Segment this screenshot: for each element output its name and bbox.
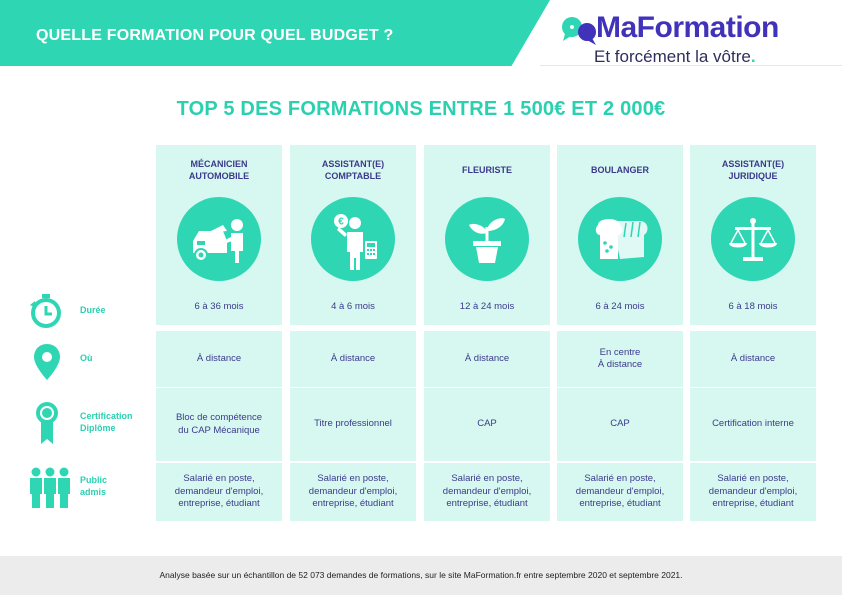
footer-note: Analyse basée sur un échantillon de 52 0… [159,570,683,580]
row-label-ou-text: Où [80,353,93,363]
logo-tagline: Et forcément la vôtre. [594,47,756,67]
award-ribbon-icon [36,402,58,444]
svg-text:€: € [338,217,344,228]
formation-icon-circle [177,197,261,281]
formation-name: ASSISTANT(E) COMPTABLE [321,158,385,181]
formation-column-mecanicien: MÉCANICIEN AUTOMOBILE 6 à 36 mois À dist… [156,145,282,521]
cell-certification: Titre professionnel [290,388,416,461]
bread-icon [595,219,648,259]
cell-ou: À distance [424,331,550,387]
banner-title: QUELLE FORMATION POUR QUEL BUDGET ? [36,27,394,44]
cell-ou: À distance [690,331,816,387]
cell-public: Salarié en poste, demandeur d'emploi, en… [156,463,282,521]
formation-icon-circle [578,197,662,281]
people-group-icon [30,467,70,508]
row-label-public-text: Public admis [80,475,108,498]
cell-certification: CAP [557,388,683,461]
formation-name: FLEURISTE [461,164,512,175]
page-title: TOP 5 DES FORMATIONS ENTRE 1 500€ ET 2 0… [176,98,666,120]
accountant-icon: € [334,214,377,270]
cell-duree: 6 à 24 mois [557,289,683,325]
formation-icon-circle: € [311,197,395,281]
cell-public: Salarié en poste, demandeur d'emploi, en… [424,463,550,521]
chat-bubbles-icon [562,17,596,45]
cell-certification: Bloc de compétence du CAP Mécanique [156,388,282,461]
cell-duree: 6 à 18 mois [690,289,816,325]
cell-certification: CAP [424,388,550,461]
formation-icon-circle [711,197,795,281]
logo[interactable]: MaFormation Et forcément la vôtre. [560,11,830,66]
cell-public: Salarié en poste, demandeur d'emploi, en… [290,463,416,521]
plant-pot-icon [469,218,505,263]
row-label-duree-text: Durée [80,305,106,315]
title-banner [0,0,550,66]
car-mechanic-icon [193,219,243,263]
cell-ou: En centre À distance [557,331,683,387]
logo-name: MaFormation [596,11,779,44]
formation-icon-circle [445,197,529,281]
header-divider [540,65,842,66]
logo-dot: . [750,47,756,66]
map-pin-icon [34,344,60,380]
formation-name: MÉCANICIEN AUTOMOBILE [188,158,250,181]
cell-certification: Certification interne [690,388,816,461]
formation-name: BOULANGER [591,164,649,175]
formation-column-boulanger: BOULANGER 6 à 24 mois En centre À distan… [557,145,683,521]
scales-icon [729,218,777,261]
formation-column-fleuriste: FLEURISTE 12 à 24 mois À distance CAP Sa… [424,145,550,521]
cell-ou: À distance [290,331,416,387]
formation-name: ASSISTANT(E) JURIDIQUE [721,158,785,181]
header: QUELLE FORMATION POUR QUEL BUDGET ? MaFo… [0,0,842,66]
formation-column-comptable: ASSISTANT(E) COMPTABLE € 4 à 6 mois À di… [290,145,416,521]
cell-duree: 4 à 6 mois [290,289,416,325]
cell-duree: 12 à 24 mois [424,289,550,325]
logo-tagline-text: Et forcément la vôtre [594,47,751,66]
cell-ou: À distance [156,331,282,387]
footer: Analyse basée sur un échantillon de 52 0… [0,556,842,595]
cell-public: Salarié en poste, demandeur d'emploi, en… [557,463,683,521]
stopwatch-icon [30,294,61,328]
formation-column-juridique: ASSISTANT(E) JURIDIQUE 6 à 18 mois À dis… [690,145,816,521]
row-label-certification-text: Certification Diplôme [80,411,133,434]
cell-duree: 6 à 36 mois [156,289,282,325]
cell-public: Salarié en poste, demandeur d'emploi, en… [690,463,816,521]
